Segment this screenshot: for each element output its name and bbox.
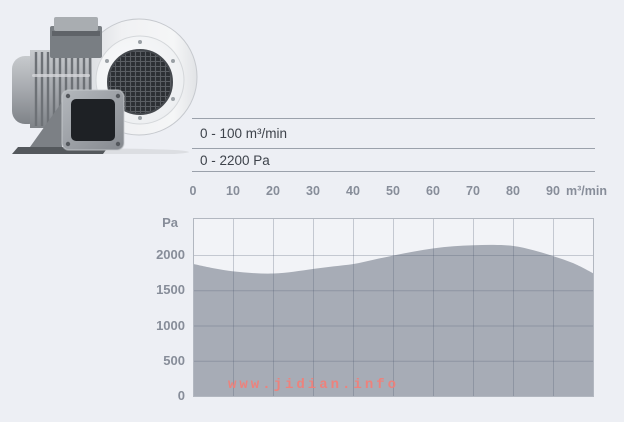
spec-row-flow-range: 0 - 100 m³/min xyxy=(192,119,595,149)
fan-tie-rod xyxy=(32,74,90,77)
fan-junction-box-seam xyxy=(52,31,100,36)
spec-table: 0 - 100 m³/min 0 - 2200 Pa xyxy=(192,118,595,172)
fan-outlet-opening xyxy=(71,99,115,141)
x-tick-label: 60 xyxy=(426,184,440,198)
watermark: www.jidian.info xyxy=(228,377,400,393)
x-axis: m³/min 0 10 20 30 40 50 60 70 80 90 xyxy=(0,184,624,200)
x-tick-label: 40 xyxy=(346,184,360,198)
x-tick-label: 50 xyxy=(386,184,400,198)
x-tick-label: 70 xyxy=(466,184,480,198)
fan-foot-bracket xyxy=(30,102,62,147)
chart-canvas xyxy=(193,218,594,397)
grid-lines xyxy=(193,218,594,397)
pressure-curve-area xyxy=(193,244,594,397)
x-tick-label: 0 xyxy=(189,184,197,198)
fan-motor-fins xyxy=(34,52,92,126)
y-tick-label: 0 xyxy=(177,388,185,403)
fan-flange-screw-holes xyxy=(65,93,121,147)
x-tick-label: 10 xyxy=(226,184,240,198)
x-axis-unit-label: m³/min xyxy=(566,184,607,198)
x-tick-label: 90 xyxy=(546,184,560,198)
spec-flow-range-value: 0 - 100 m³/min xyxy=(200,126,288,141)
y-axis-unit-label: Pa xyxy=(162,215,178,230)
y-tick-label: 500 xyxy=(163,352,185,368)
y-tick-label: 1500 xyxy=(156,282,185,298)
fan-junction-box-lid xyxy=(54,17,98,31)
y-tick-label: 2000 xyxy=(156,247,185,262)
x-tick-label: 20 xyxy=(266,184,280,198)
spec-row-pressure-range: 0 - 2200 Pa xyxy=(192,149,595,172)
x-tick-label: 30 xyxy=(306,184,320,198)
blower-product-image xyxy=(12,17,198,154)
pressure-flow-chart xyxy=(193,218,594,397)
spec-pressure-range-value: 0 - 2200 Pa xyxy=(200,152,270,168)
y-tick-label: 1000 xyxy=(156,317,185,333)
x-tick-label: 80 xyxy=(506,184,520,198)
plot-border xyxy=(193,218,594,397)
